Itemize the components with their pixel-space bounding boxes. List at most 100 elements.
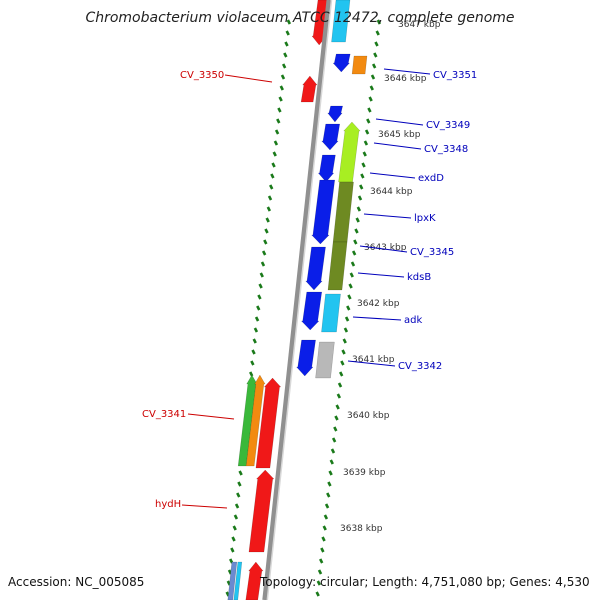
tick-mark-left xyxy=(269,184,274,190)
gene-block-CV_3351-orange[interactable] xyxy=(351,55,368,75)
tick-mark-right xyxy=(357,195,363,201)
tick-mark-right xyxy=(339,371,344,377)
tick-mark-left xyxy=(261,250,267,256)
tick-mark-right xyxy=(353,239,358,245)
tick-mark-right xyxy=(366,118,371,124)
tick-mark-left xyxy=(253,327,259,333)
tick-mark-right xyxy=(375,30,380,36)
tick-mark-left xyxy=(274,129,280,135)
tick-mark-right xyxy=(367,107,372,113)
gene-label-CV_3345[interactable]: CV_3345 xyxy=(410,247,454,258)
tick-mark-left xyxy=(259,272,264,278)
tick-mark-left xyxy=(233,514,239,520)
genome-backbone-highlight xyxy=(266,0,333,601)
tick-mark-right xyxy=(368,96,373,102)
tick-mark-right xyxy=(348,283,353,289)
gene-label-kdsB[interactable]: kdsB xyxy=(407,272,431,283)
tick-mark-left xyxy=(278,96,283,102)
tick-mark-left xyxy=(231,536,236,542)
gene-label-CV_3349[interactable]: CV_3349 xyxy=(426,120,470,131)
tick-mark-right xyxy=(362,151,367,157)
tick-mark-left xyxy=(264,228,269,234)
gene-label-CV_3342[interactable]: CV_3342 xyxy=(398,361,442,372)
tick-mark-left xyxy=(230,547,235,553)
gene-label-leader xyxy=(224,74,273,83)
tick-mark-left xyxy=(276,118,281,124)
gene-block-CV_3342-blue[interactable] xyxy=(296,339,316,377)
gene-label-adk[interactable]: adk xyxy=(404,315,422,326)
tick-mark-right xyxy=(341,349,346,355)
gene-label-leader xyxy=(375,118,424,126)
gene-label-leader xyxy=(347,360,396,367)
gene-block-hydH[interactable] xyxy=(248,469,275,553)
kbp-label: 3639 kbp xyxy=(343,468,386,478)
gene-block-olive-1[interactable] xyxy=(332,181,354,243)
gene-block-lpxK[interactable] xyxy=(311,179,336,245)
tick-mark-left xyxy=(283,52,288,58)
gene-label-leader xyxy=(383,68,431,75)
gene-label-hydH[interactable]: hydH xyxy=(155,499,181,510)
tick-mark-left xyxy=(250,360,255,366)
tick-mark-left xyxy=(284,41,289,47)
gene-label-CV_3350[interactable]: CV_3350 xyxy=(180,70,224,81)
kbp-label: 3646 kbp xyxy=(384,74,427,84)
tick-mark-left xyxy=(232,525,237,531)
gene-label-leader xyxy=(359,245,408,253)
gene-label-leader xyxy=(373,142,422,150)
tick-mark-right xyxy=(364,129,370,135)
gene-block-exdD[interactable] xyxy=(317,154,336,183)
tick-mark-left xyxy=(258,283,263,289)
gene-block-CV_3351-blue[interactable] xyxy=(332,53,351,73)
gene-label-exdD[interactable]: exdD xyxy=(418,173,444,184)
tick-mark-left xyxy=(265,217,270,223)
tick-mark-right xyxy=(344,316,350,322)
gene-block-CV_3349[interactable] xyxy=(327,105,343,123)
tick-mark-right xyxy=(342,338,347,344)
tick-mark-right xyxy=(317,569,323,575)
tick-mark-left xyxy=(238,470,243,476)
gene-block-adk[interactable] xyxy=(321,293,341,333)
kbp-label: 3643 kbp xyxy=(364,243,407,253)
tick-mark-right xyxy=(374,41,379,47)
gene-block-adk-blue[interactable] xyxy=(300,291,323,331)
gene-block-CV_3350[interactable] xyxy=(300,75,318,103)
tick-mark-right xyxy=(329,459,334,465)
tick-mark-left xyxy=(286,19,292,25)
gene-block-CV_3341-red[interactable] xyxy=(255,377,282,469)
tick-mark-right xyxy=(335,404,340,410)
kbp-label: 3644 kbp xyxy=(370,187,413,197)
tick-mark-right xyxy=(330,448,336,454)
tick-mark-right xyxy=(333,426,338,432)
gene-block-lime[interactable] xyxy=(338,121,361,183)
gene-label-leader xyxy=(369,172,416,179)
gene-block-CV_3342[interactable] xyxy=(315,341,335,379)
tick-mark-left xyxy=(251,349,256,355)
tick-mark-left xyxy=(272,151,277,157)
gene-block-kdsB[interactable] xyxy=(305,246,326,291)
tick-mark-right xyxy=(346,305,351,311)
tick-mark-right xyxy=(349,272,354,278)
gene-label-CV_3341[interactable]: CV_3341 xyxy=(142,409,186,420)
gene-label-CV_3351[interactable]: CV_3351 xyxy=(433,70,477,81)
tick-mark-right xyxy=(343,327,349,333)
tick-mark-right xyxy=(354,228,359,234)
kbp-label: 3640 kbp xyxy=(347,411,390,421)
tick-mark-right xyxy=(369,85,374,91)
accession-text: Accession: NC_005085 xyxy=(8,575,145,589)
gene-block-CV_3348[interactable] xyxy=(321,123,341,151)
gene-label-leader xyxy=(352,316,402,321)
tick-mark-right xyxy=(315,591,320,597)
gene-label-lpxK[interactable]: lpxK xyxy=(414,213,436,224)
tick-mark-right xyxy=(371,63,377,69)
gene-block-cyan[interactable] xyxy=(331,0,351,43)
gene-block-kdsB-olive[interactable] xyxy=(327,241,348,291)
tick-mark-right xyxy=(370,74,376,80)
gene-label-CV_3348[interactable]: CV_3348 xyxy=(424,144,468,155)
tick-mark-left xyxy=(285,30,290,36)
gene-block-CV_3341-orange[interactable] xyxy=(245,374,266,467)
tick-mark-right xyxy=(319,558,324,564)
tick-mark-left xyxy=(271,162,276,168)
tick-mark-right xyxy=(322,525,327,531)
